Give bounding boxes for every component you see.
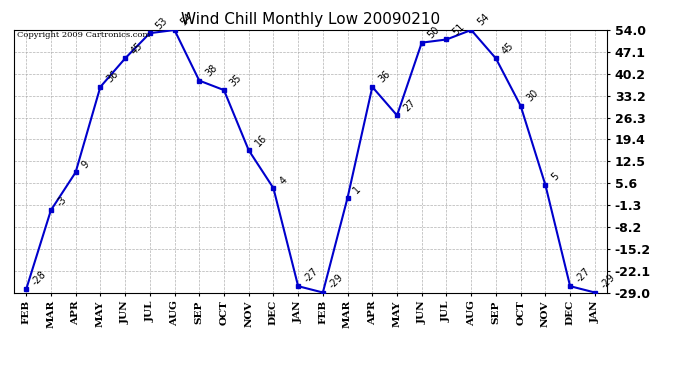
Title: Wind Chill Monthly Low 20090210: Wind Chill Monthly Low 20090210 (181, 12, 440, 27)
Text: 51: 51 (451, 21, 466, 38)
Text: 35: 35 (228, 72, 244, 88)
Text: 38: 38 (204, 63, 219, 78)
Text: -3: -3 (55, 194, 69, 208)
Text: 53: 53 (154, 15, 170, 31)
Text: 4: 4 (277, 175, 289, 186)
Text: -29: -29 (599, 272, 618, 290)
Text: -27: -27 (574, 266, 593, 284)
Text: 54: 54 (179, 12, 195, 28)
Text: 30: 30 (525, 88, 540, 104)
Text: 50: 50 (426, 25, 442, 40)
Text: -27: -27 (302, 266, 321, 284)
Text: 16: 16 (253, 132, 268, 148)
Text: 9: 9 (80, 159, 91, 170)
Text: 45: 45 (500, 40, 516, 56)
Text: -29: -29 (327, 272, 345, 290)
Text: 54: 54 (475, 12, 491, 28)
Text: 36: 36 (377, 69, 392, 85)
Text: 45: 45 (129, 40, 145, 56)
Text: -28: -28 (30, 269, 48, 287)
Text: 36: 36 (104, 69, 120, 85)
Text: 27: 27 (401, 98, 417, 113)
Text: 1: 1 (352, 184, 363, 195)
Text: Copyright 2009 Cartronics.com: Copyright 2009 Cartronics.com (17, 32, 150, 39)
Text: 5: 5 (549, 171, 561, 183)
